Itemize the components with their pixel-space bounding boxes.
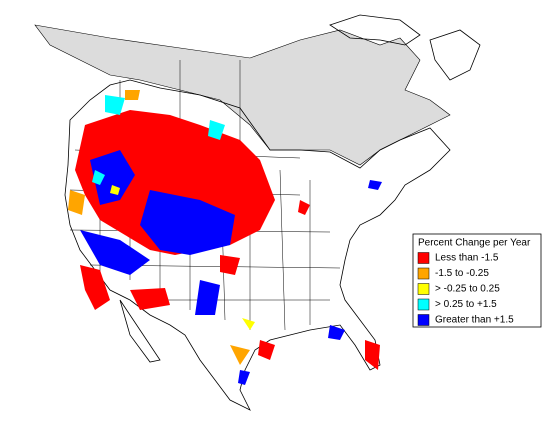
legend-label: > -0.25 to 0.25 xyxy=(435,284,500,295)
legend-swatch xyxy=(417,283,430,295)
legend-label: > 0.25 to +1.5 xyxy=(435,299,497,310)
legend: Percent Change per Year Less than -1.5 -1… xyxy=(412,233,542,328)
legend-box xyxy=(412,233,542,328)
legend-label: Greater than +1.5 xyxy=(435,315,514,326)
legend-label: -1.5 to -0.25 xyxy=(435,268,489,279)
arctic-islands xyxy=(329,14,481,81)
legend-swatch xyxy=(417,314,430,326)
legend-title: Percent Change per Year xyxy=(418,238,531,249)
legend-label: Less than -1.5 xyxy=(435,253,499,264)
trend-cells xyxy=(68,90,382,385)
legend-swatch xyxy=(417,267,430,280)
baja-outline xyxy=(119,299,161,363)
legend-swatch xyxy=(417,298,430,311)
legend-swatch xyxy=(417,252,430,264)
continent-outline xyxy=(64,79,451,411)
